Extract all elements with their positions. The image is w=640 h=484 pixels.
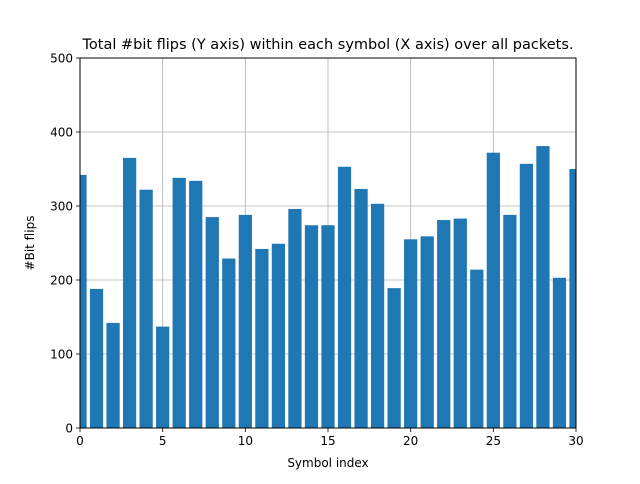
- x-axis-label: Symbol index: [287, 456, 368, 470]
- x-tick-label: 30: [568, 434, 583, 448]
- x-tick-label: 20: [403, 434, 418, 448]
- bar-symbol-21: [420, 236, 434, 428]
- bars: [80, 146, 576, 428]
- x-tick-label: 0: [76, 434, 84, 448]
- y-axis-label: #Bit flips: [23, 216, 37, 271]
- bar-symbol-6: [172, 177, 186, 428]
- bar-symbol-13: [288, 208, 302, 428]
- y-tick-label: 200: [50, 274, 73, 288]
- bar-symbol-15: [321, 225, 335, 428]
- bar-symbol-12: [271, 243, 286, 428]
- bar-symbol-11: [255, 248, 269, 428]
- bar-symbol-23: [453, 218, 467, 428]
- bar-symbol-29: [552, 277, 567, 428]
- bar-symbol-22: [437, 220, 451, 428]
- y-axis-ticks: 0 100 200 300 400 500: [50, 52, 80, 436]
- bar-symbol-3: [122, 157, 137, 428]
- bar-symbol-28: [536, 146, 550, 428]
- x-tick-label: 10: [238, 434, 253, 448]
- y-tick-label: 0: [65, 422, 73, 436]
- x-axis-ticks: 0 5 10 15 20 25 30: [76, 428, 584, 448]
- chart-title: Total #bit flips (Y axis) within each sy…: [82, 37, 574, 53]
- bar-symbol-0: [80, 174, 87, 428]
- y-tick-label: 500: [50, 52, 73, 66]
- bar-symbol-30: [569, 169, 576, 428]
- bar-symbol-19: [387, 288, 401, 428]
- bar-symbol-9: [222, 258, 236, 428]
- bar-symbol-1: [89, 288, 104, 428]
- bar-symbol-17: [354, 188, 368, 428]
- bar-symbol-4: [139, 189, 153, 428]
- bar-symbol-27: [519, 163, 534, 428]
- bar-symbol-2: [106, 322, 120, 428]
- bar-symbol-18: [370, 203, 385, 428]
- bar-symbol-10: [238, 214, 252, 428]
- bar-symbol-5: [156, 326, 170, 428]
- x-tick-label: 5: [159, 434, 167, 448]
- bar-symbol-25: [486, 152, 500, 428]
- y-tick-label: 100: [50, 348, 73, 362]
- bar-symbol-7: [189, 180, 203, 428]
- x-tick-label: 25: [486, 434, 501, 448]
- x-tick-label: 15: [320, 434, 335, 448]
- bar-symbol-16: [337, 166, 352, 428]
- bar-symbol-26: [503, 214, 517, 428]
- bar-symbol-8: [205, 217, 219, 428]
- bar-symbol-14: [304, 225, 319, 428]
- y-tick-label: 300: [50, 200, 73, 214]
- y-tick-label: 400: [50, 126, 73, 140]
- bar-symbol-24: [470, 269, 484, 428]
- bar-symbol-20: [404, 239, 418, 428]
